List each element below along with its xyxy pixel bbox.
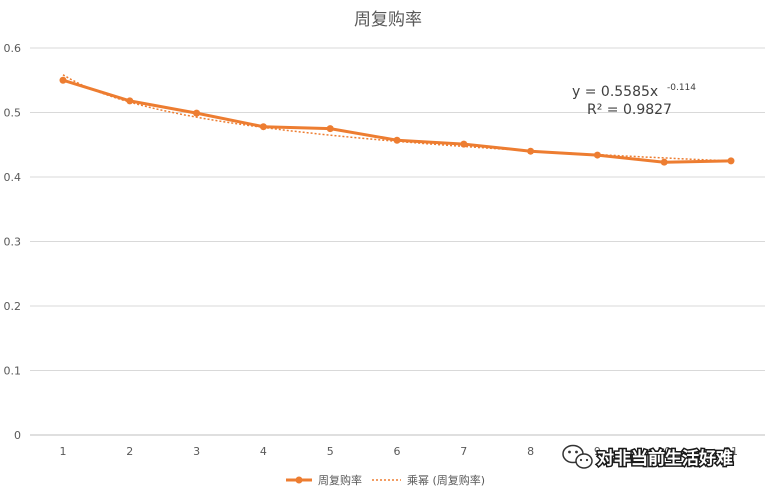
x-axis-ticks: 1 2 3 4 5 6 7 8 9 10 11 — [60, 445, 739, 458]
watermark: 对非当前生活好难 — [562, 444, 735, 471]
r-squared-text: R² = 0.9827 — [587, 102, 672, 118]
y-tick-label: 0.1 — [4, 365, 22, 378]
data-point — [660, 158, 668, 166]
data-point — [193, 109, 201, 117]
equation-exponent: -0.114 — [667, 83, 696, 93]
legend-series-marker — [295, 476, 303, 484]
x-tick-label: 10 — [657, 445, 671, 458]
legend-trendline-label: 乘幂 (周复购率) — [407, 473, 485, 487]
x-tick-label: 6 — [394, 445, 401, 458]
y-tick-label: 0.3 — [4, 236, 22, 249]
y-tick-label: 0 — [14, 429, 21, 442]
y-tick-label: 0.4 — [4, 171, 22, 184]
legend: 周复购率 乘幂 (周复购率) — [286, 473, 485, 487]
x-tick-label: 2 — [126, 445, 133, 458]
data-point — [460, 140, 468, 148]
trendline-equation: y = 0.5585x -0.114 R² = 0.9827 — [572, 83, 696, 118]
x-tick-label: 7 — [460, 445, 467, 458]
legend-series-label: 周复购率 — [318, 473, 362, 487]
data-point — [527, 147, 535, 155]
y-axis-ticks: 0 0.1 0.2 0.3 0.4 0.5 0.6 — [4, 42, 22, 442]
data-point — [126, 97, 134, 105]
x-tick-label: 9 — [594, 445, 601, 458]
y-tick-label: 0.2 — [4, 300, 22, 313]
x-tick-label: 8 — [527, 445, 534, 458]
gridlines — [30, 47, 765, 436]
data-point — [59, 76, 67, 84]
data-point — [393, 136, 401, 144]
x-tick-label: 11 — [724, 445, 738, 458]
watermark-text: 对非当前生活好难 — [597, 448, 733, 469]
x-tick-label: 5 — [327, 445, 334, 458]
trendline-path — [62, 74, 732, 162]
wechat-icon — [562, 444, 593, 469]
y-tick-label: 0.6 — [4, 42, 22, 55]
y-tick-label: 0.5 — [4, 107, 22, 120]
data-point — [259, 123, 267, 131]
chart-title: 周复购率 — [354, 10, 422, 30]
x-tick-label: 3 — [193, 445, 200, 458]
equation-text: y = 0.5585x — [572, 84, 658, 100]
trendline — [62, 74, 732, 162]
data-point — [727, 157, 735, 165]
x-tick-label: 1 — [60, 445, 67, 458]
series — [59, 76, 735, 166]
data-point — [593, 151, 601, 159]
x-tick-label: 4 — [260, 445, 267, 458]
data-point — [326, 125, 334, 133]
